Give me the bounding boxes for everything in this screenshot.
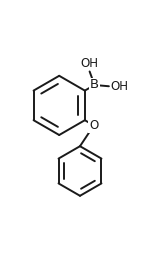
Text: OH: OH (81, 57, 99, 70)
Text: O: O (89, 119, 98, 132)
Text: B: B (90, 78, 99, 91)
Text: OH: OH (110, 80, 128, 93)
